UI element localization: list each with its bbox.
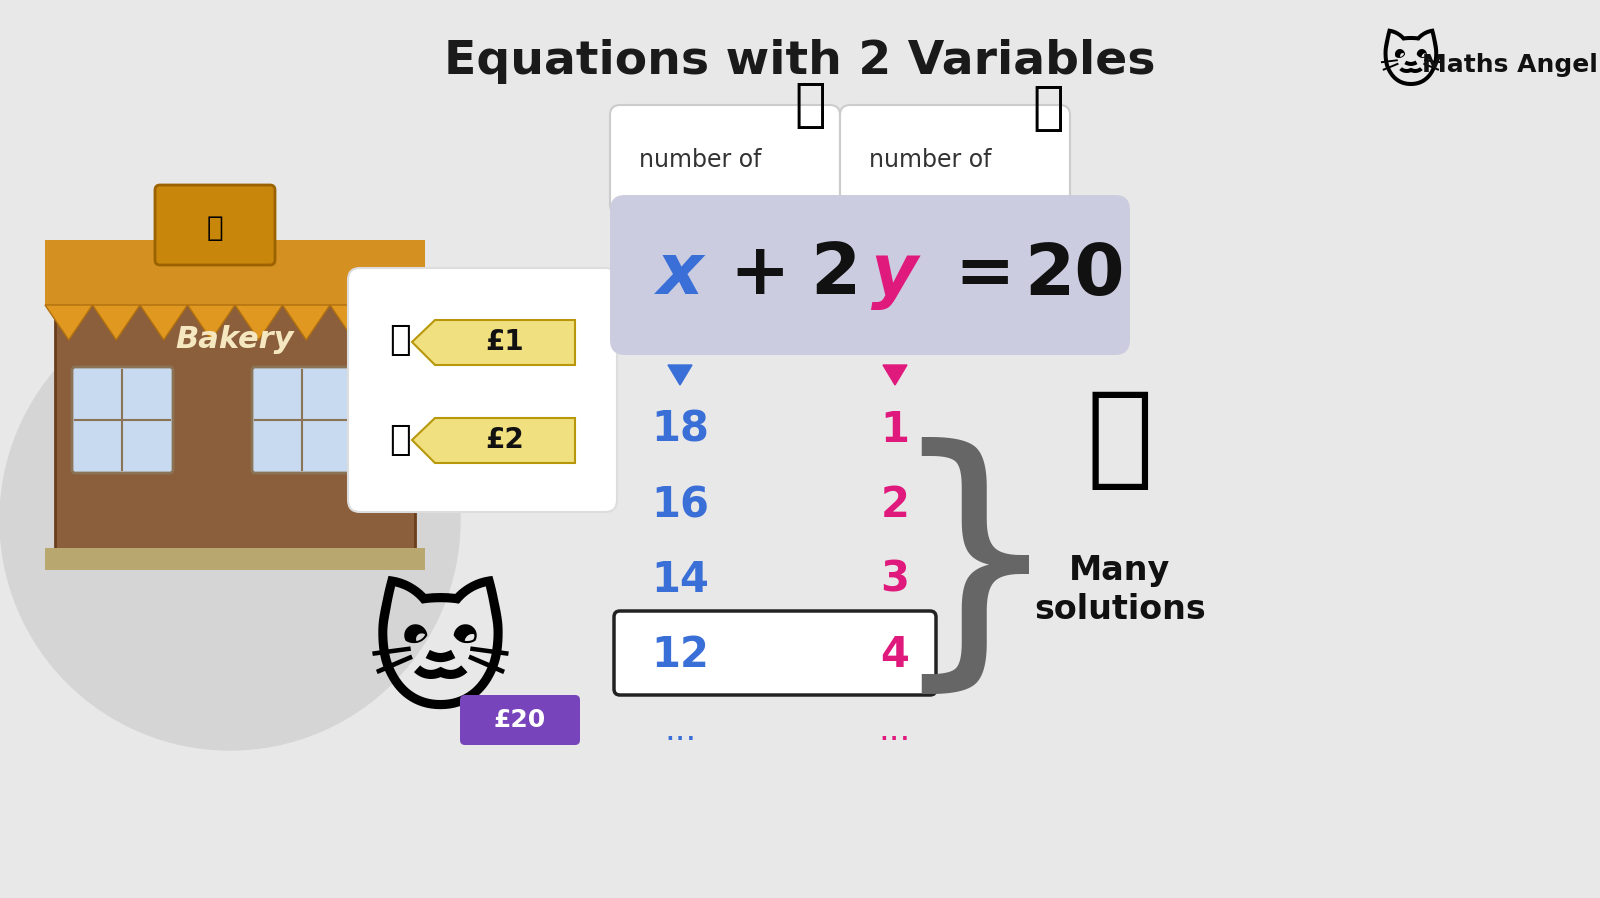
Text: ...: ... xyxy=(878,714,910,746)
Text: number of: number of xyxy=(869,148,992,172)
Text: x: x xyxy=(656,241,704,310)
FancyBboxPatch shape xyxy=(614,611,936,695)
Text: £20: £20 xyxy=(494,708,546,732)
FancyBboxPatch shape xyxy=(45,240,426,305)
FancyBboxPatch shape xyxy=(610,195,1130,355)
Polygon shape xyxy=(283,305,330,340)
FancyBboxPatch shape xyxy=(461,695,579,745)
Text: £1: £1 xyxy=(486,328,525,356)
FancyBboxPatch shape xyxy=(840,105,1070,215)
Text: Equations with 2 Variables: Equations with 2 Variables xyxy=(445,40,1155,84)
Text: 18: 18 xyxy=(651,409,709,451)
Text: 🍪: 🍪 xyxy=(794,79,826,131)
Text: 2: 2 xyxy=(810,241,861,310)
Text: 3: 3 xyxy=(880,559,909,601)
Polygon shape xyxy=(187,305,235,340)
Text: 🐱: 🐱 xyxy=(368,593,512,727)
Polygon shape xyxy=(330,305,378,340)
Text: 12: 12 xyxy=(651,634,709,676)
Text: 🍞: 🍞 xyxy=(206,214,224,242)
Text: 🥪: 🥪 xyxy=(1032,82,1064,134)
FancyBboxPatch shape xyxy=(253,367,354,473)
Text: 16: 16 xyxy=(651,484,709,526)
Text: 14: 14 xyxy=(651,559,709,601)
Polygon shape xyxy=(883,365,907,385)
Text: 🐱: 🐱 xyxy=(1378,36,1442,94)
Polygon shape xyxy=(141,305,187,340)
FancyBboxPatch shape xyxy=(155,185,275,265)
Text: 🧺: 🧺 xyxy=(1086,386,1154,494)
Polygon shape xyxy=(45,305,93,340)
Text: +: + xyxy=(730,241,790,310)
FancyBboxPatch shape xyxy=(72,367,173,473)
FancyBboxPatch shape xyxy=(349,268,618,512)
Text: number of: number of xyxy=(638,148,762,172)
Polygon shape xyxy=(413,418,574,463)
Text: ...: ... xyxy=(664,714,696,746)
FancyBboxPatch shape xyxy=(54,270,414,550)
Text: 20: 20 xyxy=(1024,241,1125,310)
Text: 2: 2 xyxy=(880,484,909,526)
Text: y: y xyxy=(872,241,918,310)
Circle shape xyxy=(0,290,461,750)
Polygon shape xyxy=(235,305,283,340)
Text: =: = xyxy=(955,241,1016,310)
FancyBboxPatch shape xyxy=(45,548,426,570)
Text: 🍪: 🍪 xyxy=(389,323,411,357)
Polygon shape xyxy=(93,305,141,340)
Text: Bakery: Bakery xyxy=(176,325,294,355)
Text: Maths Angel: Maths Angel xyxy=(1422,53,1598,77)
Polygon shape xyxy=(378,305,426,340)
Text: 1: 1 xyxy=(880,409,909,451)
Text: £2: £2 xyxy=(486,426,525,454)
Text: 4: 4 xyxy=(880,634,909,676)
Polygon shape xyxy=(669,365,691,385)
Text: }: } xyxy=(886,437,1064,708)
FancyBboxPatch shape xyxy=(610,105,840,215)
Text: Many
solutions: Many solutions xyxy=(1034,554,1206,626)
Text: 🥪: 🥪 xyxy=(389,423,411,457)
Polygon shape xyxy=(413,320,574,365)
